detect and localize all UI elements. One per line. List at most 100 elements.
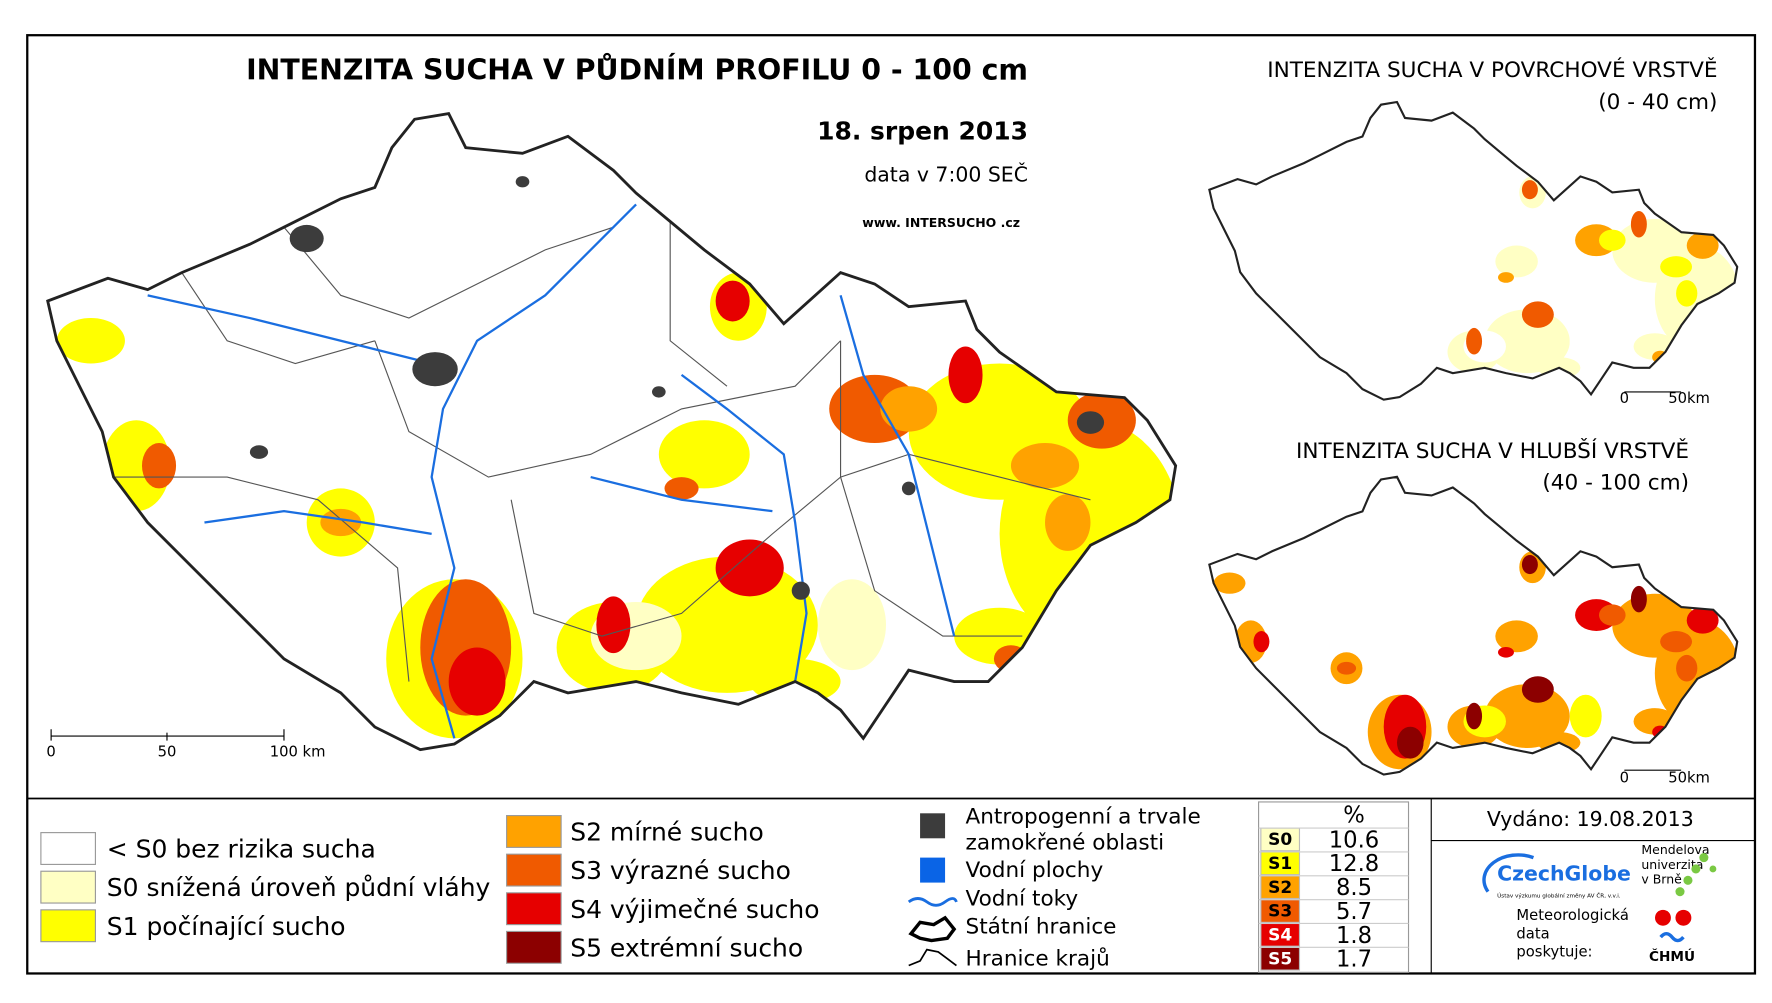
- legend-label: S4 výjimečné sucho: [570, 895, 819, 924]
- mendel-logo: v Brně: [1641, 872, 1682, 887]
- class-label: S0: [1268, 830, 1292, 850]
- drought-patch: [1630, 585, 1647, 613]
- legend-label: S1 počínající sucho: [107, 912, 346, 941]
- drought-patch: [664, 477, 699, 500]
- chmu-logo: [1655, 909, 1692, 943]
- legend-swatch: [506, 930, 562, 964]
- drought-patch: [1466, 702, 1483, 730]
- drought-patch: [1569, 694, 1602, 738]
- provider-text: Meteorologická: [1516, 907, 1628, 924]
- legend-label: S0 snížená úroveň půdní vláhy: [107, 873, 491, 902]
- drought-patch: [1010, 443, 1080, 489]
- drought-patch: [715, 539, 784, 597]
- mendel-logo: Mendelova: [1641, 842, 1709, 857]
- drought-patch: [1660, 631, 1693, 653]
- inset-scale: 0 50km: [1620, 769, 1710, 787]
- drought-patch: [1676, 654, 1698, 682]
- legend-label: S5 extrémní sucho: [570, 933, 803, 962]
- river-symbol: [907, 897, 958, 907]
- class-label: S2: [1268, 878, 1292, 898]
- urban-swatch: [920, 813, 946, 839]
- urban-areas: [249, 176, 1105, 600]
- drought-patch: [56, 318, 125, 364]
- provider-text: data: [1516, 925, 1549, 942]
- provider-text: poskytuje:: [1516, 943, 1592, 960]
- drought-patch: [1521, 180, 1538, 200]
- drought-patch: [1521, 301, 1554, 328]
- percent-value: 10.6: [1329, 827, 1380, 853]
- drought-patch: [1213, 572, 1246, 594]
- legend-swatch: [506, 815, 562, 848]
- scale-label: 50: [158, 744, 177, 761]
- symbol-label: zamokřené oblasti: [966, 831, 1165, 856]
- website: www. INTERSUCHO .cz: [862, 215, 1020, 230]
- class-label: S4: [1268, 926, 1292, 946]
- percent-value: 8.5: [1336, 875, 1372, 901]
- drought-patch: [1466, 327, 1483, 355]
- inset-title: INTENZITA SUCHA V POVRCHOVÉ VRSTVĚ: [1267, 57, 1717, 83]
- drought-patch: [1630, 210, 1647, 238]
- data-time: data v 7:00 SEČ: [864, 162, 1028, 187]
- symbol-label: Státní hranice: [966, 915, 1117, 940]
- water-swatch: [920, 857, 946, 883]
- drought-patch: [1484, 684, 1570, 748]
- scale-bar: 0 50 100 km: [46, 729, 326, 761]
- drought-patch: [1599, 604, 1626, 626]
- drought-patch: [1498, 646, 1514, 658]
- legend-swatch: [40, 870, 96, 904]
- class-label: S5: [1268, 949, 1292, 969]
- drought-patch: [658, 420, 750, 489]
- drought-patch: [1676, 280, 1698, 307]
- main-title: INTENZITA SUCHA V PŮDNÍM PROFILU 0 - 100…: [246, 53, 1028, 87]
- table-header: %: [1343, 802, 1365, 828]
- scale-label: 50km: [1668, 770, 1710, 787]
- drought-patch: [1495, 620, 1538, 653]
- class-label: S3: [1268, 902, 1292, 922]
- drought-patch: [1336, 661, 1357, 675]
- drought-patch: [1484, 309, 1570, 374]
- symbol-label: Vodní plochy: [966, 858, 1104, 883]
- state-border-symbol: [908, 915, 957, 943]
- drought-patch: [1521, 554, 1538, 575]
- drought-patch: [948, 346, 983, 404]
- drought-patch: [636, 556, 818, 693]
- symbol-label: Antropogenní a trvale: [966, 805, 1201, 830]
- drought-patch: [1396, 726, 1424, 759]
- inset-depth: (40 - 100 cm): [1542, 471, 1689, 496]
- scale-label: 0: [1620, 770, 1629, 787]
- logo-arc: [1482, 853, 1535, 893]
- stats-table: % S0 10.6 S1 12.8 S2 8.5 S3 5.7 S4 1.8 S5 1.7: [1258, 801, 1410, 973]
- drought-patch: [1660, 256, 1693, 278]
- legend-label: S3 výrazné sucho: [570, 856, 791, 885]
- rivers: [147, 203, 956, 739]
- table-border: [1258, 801, 1410, 973]
- region-borders: [113, 221, 1091, 682]
- drought-patch: [715, 280, 750, 322]
- mendel-logo: univerzita: [1641, 857, 1703, 872]
- scale-label: 50km: [1668, 390, 1710, 407]
- legend: < S0 bez rizika sucha S0 snížená úroveň p…: [40, 815, 820, 964]
- sheet: INTENZITA SUCHA V PŮDNÍM PROFILU 0 - 100…: [26, 34, 1757, 975]
- inset-scale: 0 50km: [1620, 390, 1710, 407]
- percent-value: 12.8: [1329, 851, 1380, 877]
- chmu-text: ČHMÚ: [1649, 947, 1695, 965]
- scale-label: 100 km: [270, 744, 326, 761]
- legend-swatch: [40, 909, 96, 943]
- drought-patch: [320, 508, 362, 537]
- drought-patch: [1521, 676, 1554, 703]
- percent-value: 5.7: [1336, 899, 1372, 925]
- drought-patch: [1253, 631, 1270, 653]
- scale-label: 0: [46, 744, 55, 761]
- inset-depth: (0 - 40 cm): [1598, 90, 1717, 115]
- drought-patch: [1686, 232, 1719, 259]
- drought-patch: [596, 596, 631, 654]
- issued-date: Vydáno: 19.08.2013: [1487, 807, 1694, 831]
- class-label: S1: [1268, 854, 1292, 874]
- drought-patch: [817, 579, 887, 671]
- scale-label: 0: [1620, 390, 1629, 407]
- drought-patch: [1498, 272, 1514, 283]
- czechglobe-logo: CzechGlobe: [1497, 861, 1631, 885]
- symbol-label: Hranice krajů: [966, 947, 1110, 972]
- percent-value: 1.7: [1336, 947, 1372, 973]
- drought-patch: [1495, 245, 1538, 278]
